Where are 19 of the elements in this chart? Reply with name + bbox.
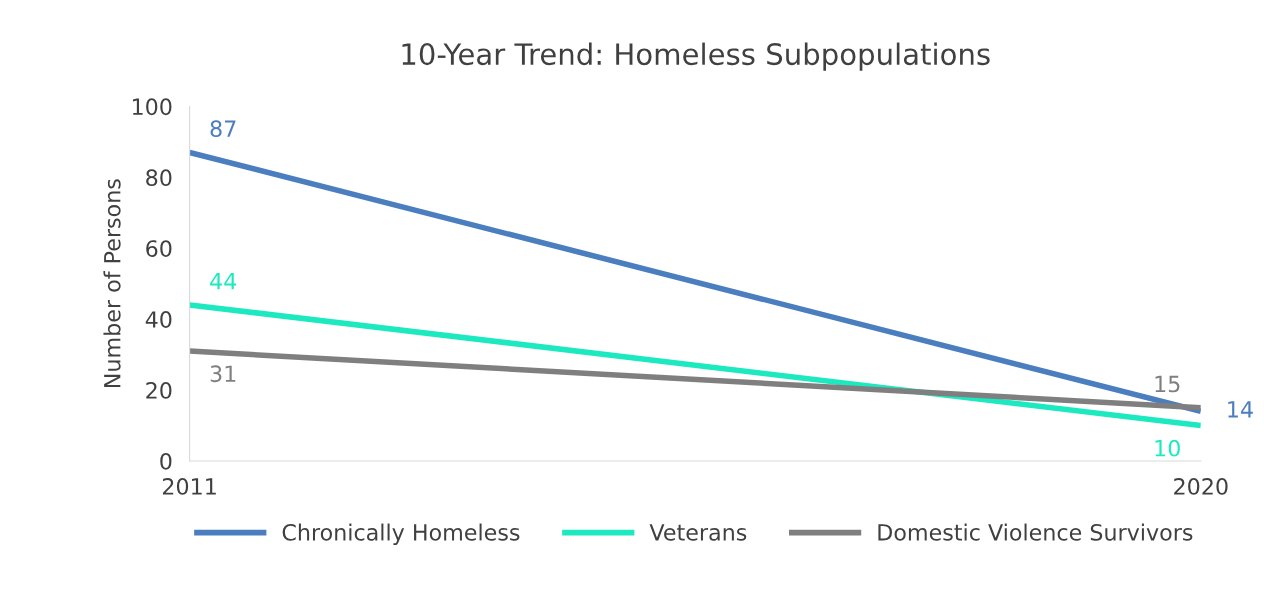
x-tick-label: 2011 xyxy=(162,478,216,495)
data-label: 10 xyxy=(1155,439,1180,457)
data-label: 87 xyxy=(210,120,236,138)
y-tick-label: 40 xyxy=(145,311,172,328)
y-tick-label: 80 xyxy=(146,169,172,187)
y-tick-label: 60 xyxy=(146,240,172,257)
legend-label: Domestic Violence Survivors xyxy=(878,523,1193,541)
legend-label: Veterans xyxy=(649,524,747,541)
chart-title: 10-Year Trend: Homeless Subpopulations xyxy=(402,42,990,71)
y-axis-title: Number of Persons xyxy=(103,179,121,388)
y-tick-label: 20 xyxy=(146,382,172,399)
legend-label: Chronically Homeless xyxy=(282,523,520,546)
data-label: 15 xyxy=(1155,375,1180,393)
y-tick-label: 0 xyxy=(160,452,172,470)
x-tick-label: 2020 xyxy=(1174,478,1228,495)
data-label: 44 xyxy=(210,273,237,290)
data-label: 14 xyxy=(1228,401,1253,418)
y-tick-label: 100 xyxy=(132,98,172,116)
data-label: 31 xyxy=(210,365,236,383)
